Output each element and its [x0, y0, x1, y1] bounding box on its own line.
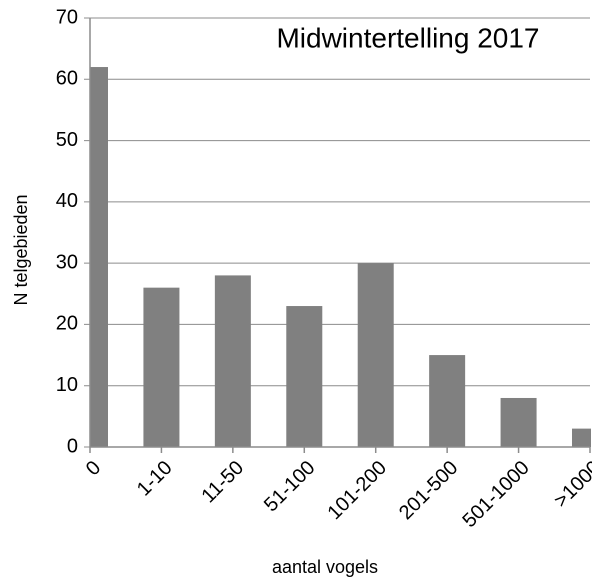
y-tick-label: 40 — [56, 190, 78, 212]
chart-title: Midwintertelling 2017 — [276, 22, 539, 53]
x-tick-label: 201-500 — [395, 457, 462, 524]
x-tick-label: 501-1000 — [459, 457, 534, 532]
x-tick-label: 51-100 — [260, 457, 320, 517]
y-tick-label: 70 — [56, 6, 78, 28]
bar — [90, 67, 108, 447]
bar — [429, 355, 466, 447]
bar — [572, 428, 591, 447]
y-tick-label: 30 — [56, 251, 78, 273]
x-tick-label: 1-10 — [133, 457, 177, 501]
x-tick-label: 101-200 — [324, 457, 391, 524]
bar — [286, 306, 323, 447]
y-tick-label: 10 — [56, 374, 78, 396]
bars — [90, 67, 591, 447]
y-tick-label: 50 — [56, 129, 78, 151]
bar — [214, 275, 251, 447]
y-tick-label: 0 — [67, 435, 78, 457]
x-tick-label: 11-50 — [197, 457, 248, 508]
bar — [357, 263, 394, 447]
y-axis-label: N telgebieden — [11, 194, 31, 305]
bar — [500, 397, 537, 447]
y-tick-label: 60 — [56, 68, 78, 90]
bar — [143, 287, 180, 447]
x-tick-label: >1000 — [550, 457, 592, 512]
y-tick-label: 20 — [56, 313, 78, 335]
x-axis-label: aantal vogels — [272, 557, 378, 577]
x-tick-label: 0 — [82, 457, 105, 480]
